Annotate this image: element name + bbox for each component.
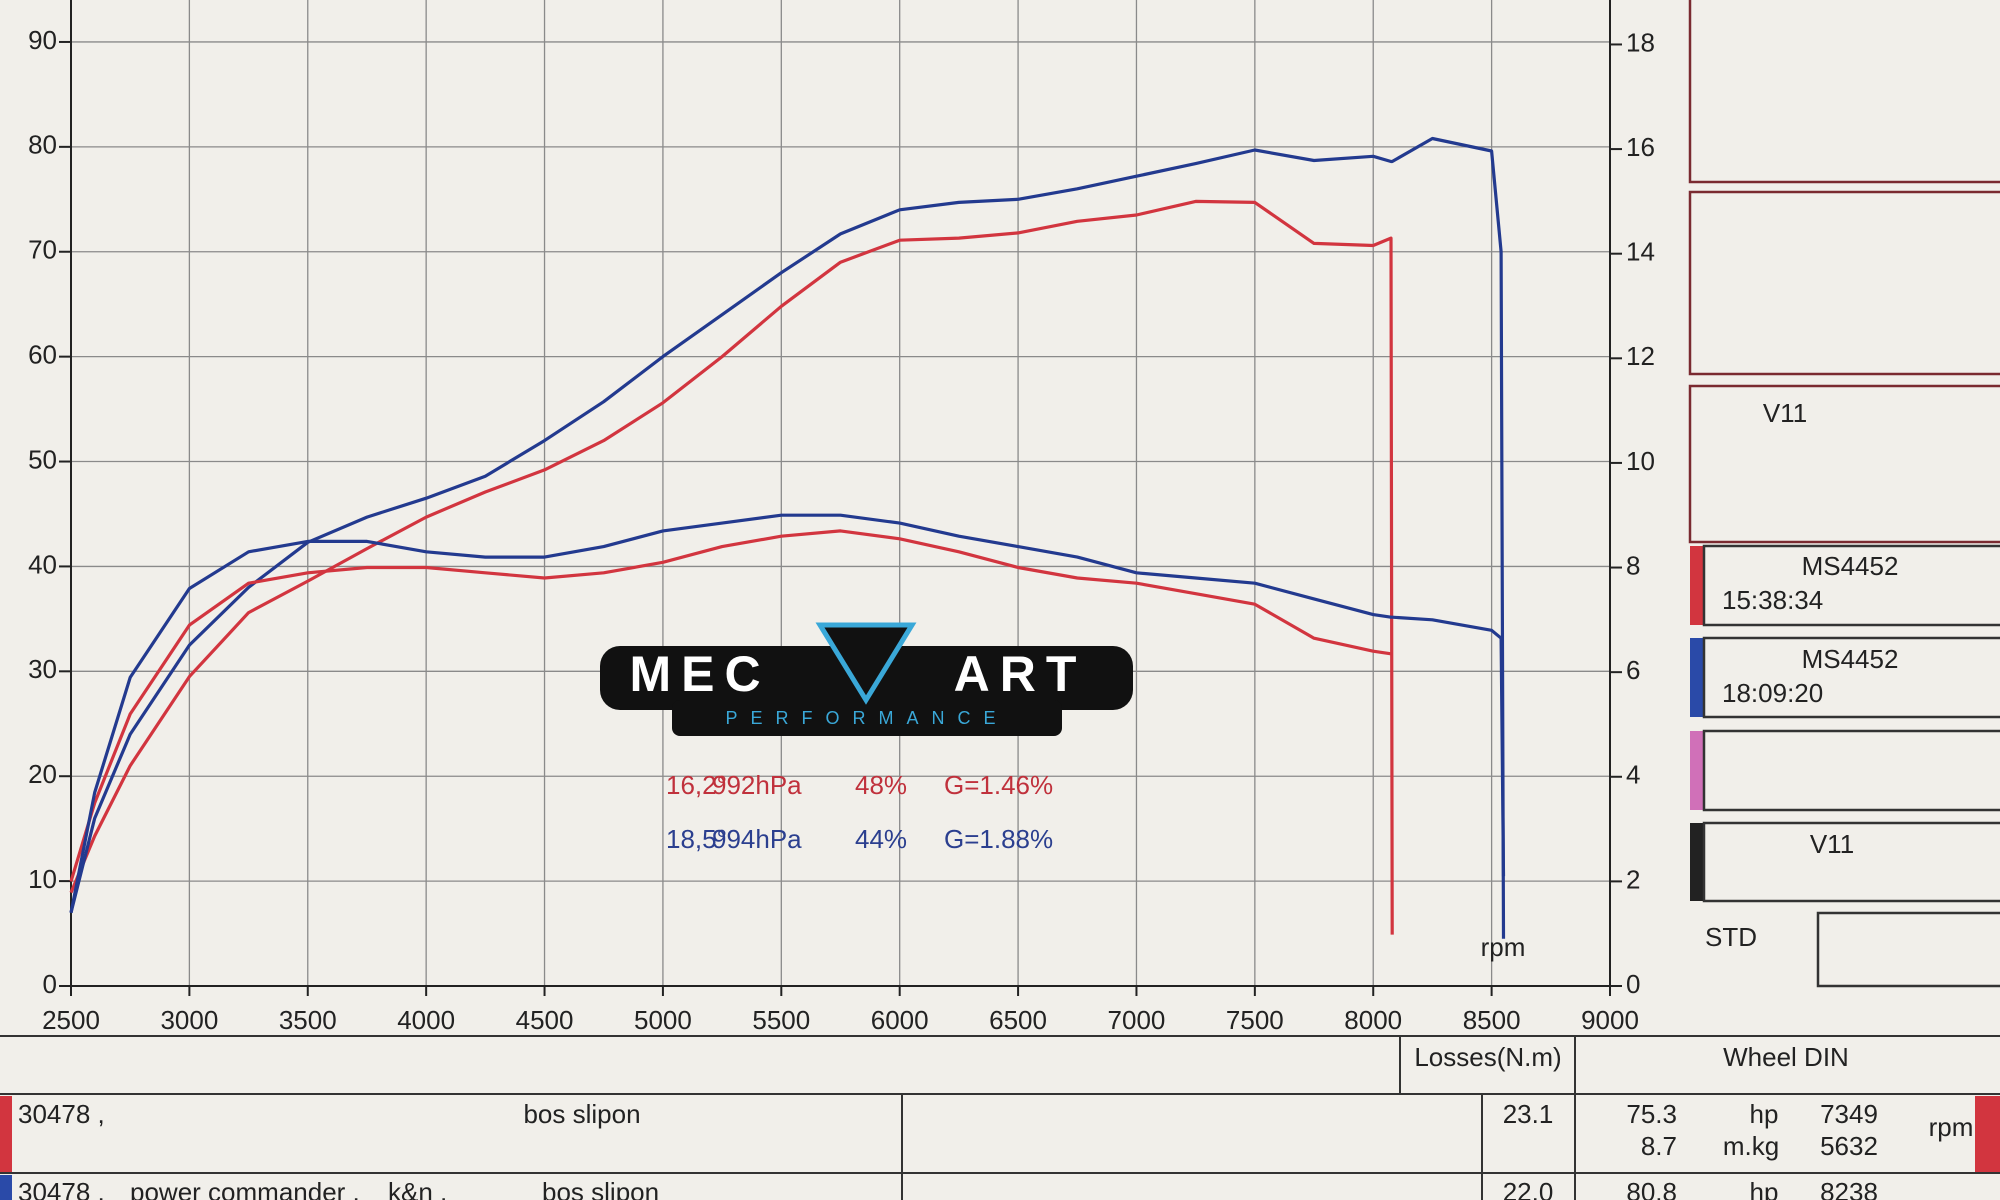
panel-text: V11 [1763, 398, 1807, 428]
annotation: 992hPa [712, 770, 802, 800]
run-id: 30478 , [18, 1099, 105, 1129]
side-panel: V11 MS4452 15:38:34 MS4452 18:09:20 V11 … [1688, 0, 2000, 988]
row-color [0, 1175, 12, 1200]
color-tab [1690, 731, 1704, 810]
x-tick-label: 6000 [871, 1005, 929, 1035]
color-tab [1690, 638, 1704, 717]
unit: rpm [1929, 1112, 1974, 1142]
y2-tick-label: 4 [1626, 760, 1640, 790]
logo-triangle [815, 622, 917, 705]
run-id: MS4452 [1802, 551, 1899, 581]
x-tick-label: 4000 [397, 1005, 455, 1035]
y-tick-label: 90 [28, 25, 57, 55]
y-tick-label: 50 [28, 444, 57, 474]
y-tick-label: 80 [28, 130, 57, 160]
mods: bos slipon [542, 1177, 659, 1200]
unit: hp [1750, 1099, 1779, 1129]
y-tick-label: 40 [28, 549, 57, 579]
row-color [1975, 1096, 2000, 1172]
torque: 8.7 [1641, 1131, 1677, 1161]
x-tick-label: 3500 [279, 1005, 337, 1035]
run-id: 30478 , [18, 1177, 105, 1200]
logo-right: ART [954, 646, 1087, 702]
header: Losses(N.m) [1414, 1042, 1561, 1072]
losses: 23.1 [1503, 1099, 1554, 1129]
panel-box [1702, 544, 2000, 627]
y2-tick-label: 0 [1626, 969, 1640, 999]
power: 75.3 [1626, 1099, 1677, 1129]
run-id: MS4452 [1802, 644, 1899, 674]
y2-tick-label: 6 [1626, 655, 1640, 685]
x-tick-label: 6500 [989, 1005, 1047, 1035]
series-line [69, 529, 1392, 882]
panel-box [1702, 729, 2000, 812]
panel-box [1702, 636, 2000, 719]
x-tick-label: 8500 [1463, 1005, 1521, 1035]
unit: hp [1750, 1177, 1779, 1200]
color-tab [1690, 546, 1704, 625]
rpm: 5632 [1820, 1131, 1878, 1161]
panel-text: V11 [1810, 829, 1854, 859]
y-tick-label: 60 [28, 340, 57, 370]
run-time: 18:09:20 [1722, 678, 1823, 708]
y2-tick-label: 14 [1626, 237, 1655, 267]
x-tick-label: 3000 [160, 1005, 218, 1035]
annotation: 18,5° [666, 824, 727, 854]
logo-left: MEC [629, 646, 770, 702]
logo-tagline: PERFORMANCE [725, 708, 1008, 728]
rpm: 7349 [1820, 1099, 1878, 1129]
panel-box [1688, 384, 2000, 544]
panel-box [1702, 821, 2000, 903]
y-tick-label: 10 [28, 864, 57, 894]
logo: MEC ART PERFORMANCE [600, 622, 1133, 736]
power: 80.8 [1626, 1177, 1677, 1200]
x-tick-label: 4500 [516, 1005, 574, 1035]
x-tick-label: 7500 [1226, 1005, 1284, 1035]
x-tick-label: 2500 [42, 1005, 100, 1035]
color-tab [1690, 823, 1704, 901]
run-time: 15:38:34 [1722, 585, 1823, 615]
annotation: 994hPa [712, 824, 802, 854]
mods: bos slipon [523, 1099, 640, 1129]
annotation: 44% [855, 824, 907, 854]
y2-tick-label: 2 [1626, 864, 1640, 894]
losses: 22.0 [1503, 1177, 1554, 1200]
panel-box [1688, 190, 2000, 376]
header: Wheel DIN [1723, 1042, 1849, 1072]
y-tick-label: 70 [28, 235, 57, 265]
series-line [69, 136, 1506, 939]
logo-plate [672, 700, 1062, 736]
panel-box [1688, 0, 2000, 184]
plot: 2500 3000 3500 4000 4500 5000 5500 6000 6500 7000… [28, 0, 1655, 1035]
mods: power commander , [130, 1177, 360, 1200]
mods: k&n , [388, 1177, 447, 1200]
y2-tick-label: 8 [1626, 550, 1640, 580]
series-line [69, 513, 1506, 914]
x-tick-label: 5000 [634, 1005, 692, 1035]
unit: m.kg [1723, 1131, 1779, 1161]
y2-tick-label: 18 [1626, 27, 1655, 57]
x-tick-label: 5500 [752, 1005, 810, 1035]
row-color [0, 1096, 12, 1172]
y2-tick-label: 12 [1626, 341, 1655, 371]
x-tick-label: 7000 [1108, 1005, 1166, 1035]
y-tick-label: 20 [28, 759, 57, 789]
x-tick-label: 9000 [1581, 1005, 1639, 1035]
annotation: G=1.88% [944, 824, 1053, 854]
std-label: STD [1705, 922, 1757, 952]
y-tick-label: 30 [28, 654, 57, 684]
panel-box [1816, 911, 2000, 988]
series-line [69, 199, 1394, 935]
annotation: 16,2° [666, 770, 727, 800]
y2-tick-label: 16 [1626, 132, 1655, 162]
y2-tick-label: 10 [1626, 446, 1655, 476]
annotation: G=1.46% [944, 770, 1053, 800]
results-table: Losses(N.m) Wheel DIN 30478 , bos slipon… [0, 1035, 2000, 1200]
rpm: 8238 [1820, 1177, 1878, 1200]
y-tick-label: 0 [43, 969, 57, 999]
annotation: 48% [855, 770, 907, 800]
x-tick-label: 8000 [1344, 1005, 1402, 1035]
